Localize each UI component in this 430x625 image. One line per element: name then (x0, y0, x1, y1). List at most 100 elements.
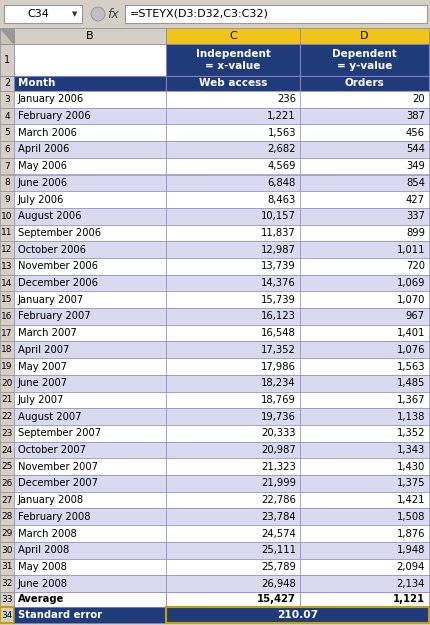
Bar (0, 208, 14, 224)
Text: 18: 18 (1, 346, 13, 354)
Text: July 2007: July 2007 (18, 395, 64, 405)
Bar (299, 258, 428, 275)
Text: 6: 6 (4, 145, 10, 154)
Text: 1,401: 1,401 (396, 328, 424, 338)
Text: 854: 854 (405, 178, 424, 188)
Text: 899: 899 (405, 228, 424, 238)
Bar (299, 358, 428, 375)
Text: 20: 20 (1, 379, 12, 388)
Text: March 2008: March 2008 (18, 529, 77, 539)
Text: 19,736: 19,736 (261, 412, 295, 422)
Bar (166, 392, 299, 408)
Bar (14, 107, 166, 124)
Text: 1: 1 (4, 55, 10, 65)
Bar (0, 107, 14, 124)
Text: 1,069: 1,069 (396, 278, 424, 288)
Text: Web access: Web access (198, 79, 267, 89)
Bar (166, 44, 299, 76)
Bar (14, 607, 166, 623)
Text: 210.07: 210.07 (276, 610, 317, 620)
Bar (14, 275, 166, 291)
Text: 337: 337 (405, 211, 424, 221)
Text: 28: 28 (1, 512, 12, 521)
Bar (14, 44, 166, 76)
Bar (0, 408, 14, 425)
Text: November 2006: November 2006 (18, 261, 98, 271)
Bar (166, 28, 299, 44)
Text: 16: 16 (1, 312, 13, 321)
Bar (299, 174, 428, 191)
Bar (0, 141, 14, 158)
Bar (14, 241, 166, 258)
Text: 21,999: 21,999 (261, 479, 295, 489)
Text: November 2007: November 2007 (18, 462, 98, 472)
Text: March 2007: March 2007 (18, 328, 77, 338)
Text: 34: 34 (1, 611, 12, 619)
Bar (0, 308, 14, 325)
Bar (14, 559, 166, 575)
Text: 1,876: 1,876 (396, 529, 424, 539)
Text: 5: 5 (4, 128, 10, 138)
Bar (299, 442, 428, 458)
Text: 14,376: 14,376 (261, 278, 295, 288)
Bar (299, 28, 428, 44)
Text: 10,157: 10,157 (261, 211, 295, 221)
Bar (14, 191, 166, 208)
Text: January 2008: January 2008 (18, 495, 84, 505)
Bar (166, 158, 299, 174)
Text: C34: C34 (27, 9, 49, 19)
Text: 22: 22 (1, 412, 12, 421)
Bar (0, 341, 14, 358)
Text: 20,987: 20,987 (261, 445, 295, 455)
Bar (14, 458, 166, 475)
Bar (14, 208, 166, 224)
Bar (166, 141, 299, 158)
Text: 11,837: 11,837 (261, 228, 295, 238)
Text: 16,548: 16,548 (261, 328, 295, 338)
Bar (14, 392, 166, 408)
Text: 26: 26 (1, 479, 12, 488)
Text: February 2006: February 2006 (18, 111, 90, 121)
Bar (166, 76, 299, 91)
Text: 18,234: 18,234 (261, 378, 295, 388)
Bar (299, 158, 428, 174)
Bar (299, 408, 428, 425)
Bar (166, 509, 299, 525)
Bar (299, 425, 428, 442)
Text: 2,682: 2,682 (267, 144, 295, 154)
Text: Standard error: Standard error (18, 610, 102, 620)
Bar (125, 5, 426, 23)
Bar (299, 141, 428, 158)
Text: 1,485: 1,485 (396, 378, 424, 388)
Bar (14, 358, 166, 375)
Bar (166, 275, 299, 291)
Bar (14, 124, 166, 141)
Bar (299, 375, 428, 392)
Text: 349: 349 (405, 161, 424, 171)
Bar (0, 258, 14, 275)
Text: Orders: Orders (344, 79, 384, 89)
Text: 2,094: 2,094 (396, 562, 424, 572)
Bar (14, 525, 166, 542)
Text: ▼: ▼ (72, 11, 77, 17)
Bar (0, 607, 14, 623)
Bar (14, 509, 166, 525)
Bar (299, 325, 428, 341)
Text: December 2006: December 2006 (18, 278, 98, 288)
Text: B: B (86, 31, 94, 41)
Text: 236: 236 (276, 94, 295, 104)
Bar (0, 28, 14, 44)
Bar (14, 174, 166, 191)
Text: 387: 387 (405, 111, 424, 121)
Text: 33: 33 (1, 595, 13, 604)
Polygon shape (1, 29, 13, 43)
Text: January 2007: January 2007 (18, 295, 84, 305)
Text: 1,375: 1,375 (396, 479, 424, 489)
Bar (0, 575, 14, 592)
Bar (299, 542, 428, 559)
Text: 13,739: 13,739 (261, 261, 295, 271)
Bar (0, 559, 14, 575)
Text: 18,769: 18,769 (261, 395, 295, 405)
Bar (0, 458, 14, 475)
Bar (299, 475, 428, 492)
